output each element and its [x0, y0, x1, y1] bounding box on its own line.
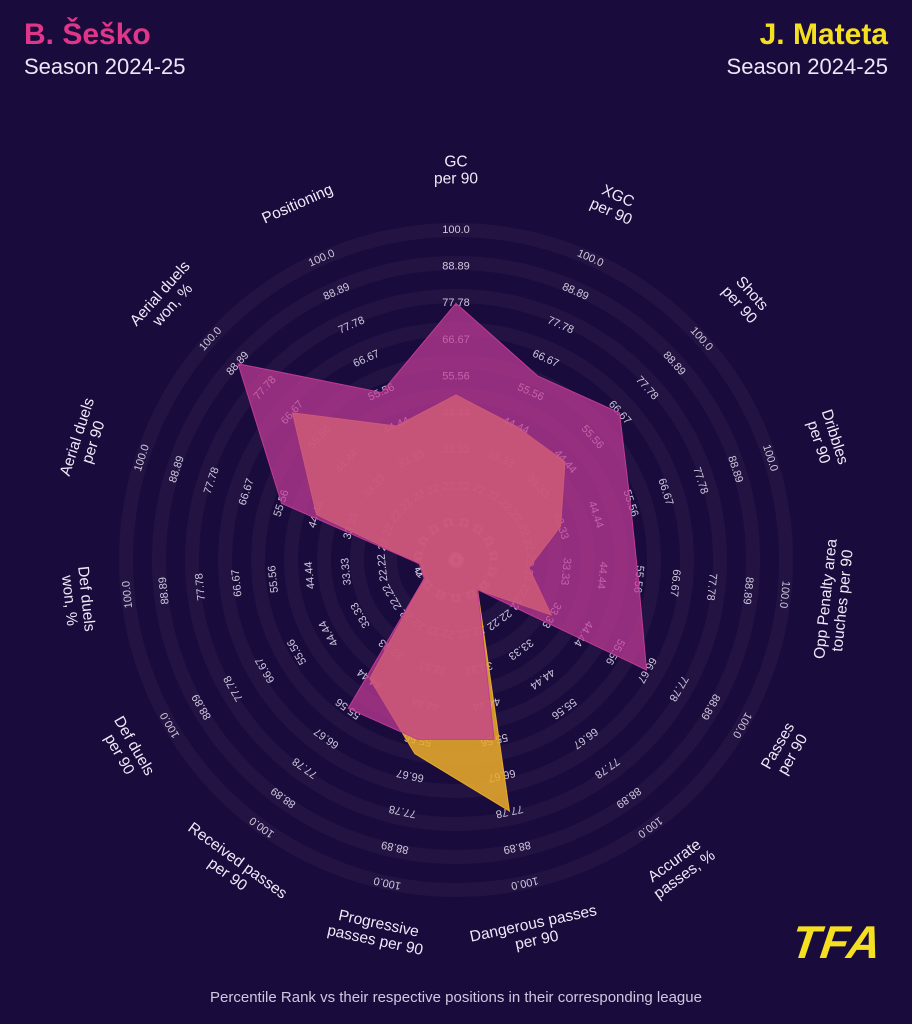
svg-text:100.0: 100.0 — [158, 710, 182, 740]
player-right-season: Season 2024-25 — [727, 54, 888, 80]
axis-label-positioning: Positioning — [259, 181, 335, 227]
axis-label-passes-per-90: Passesper 90 — [758, 720, 813, 781]
axis-label-xgc-per-90: XGCper 90 — [587, 180, 641, 229]
svg-text:100.0: 100.0 — [510, 874, 539, 891]
player-right-name: J. Mateta — [727, 18, 888, 52]
radar-chart-svg: 0.011.1122.2233.3344.4455.5666.6777.7888… — [0, 0, 912, 1024]
axis-label-accurate-passes-: Accuratepasses, % — [641, 833, 719, 903]
axis-label-opp-penalty-area-touches-per-90: Opp Penalty areatouches per 90 — [811, 538, 857, 662]
svg-text:100.0: 100.0 — [730, 710, 754, 740]
chart-container: B. Šeško Season 2024-25 J. Mateta Season… — [0, 0, 912, 1024]
svg-text:100.0: 100.0 — [373, 874, 402, 891]
player-left-season: Season 2024-25 — [24, 54, 185, 80]
axis-label-dribbles-per-90: Dribblesper 90 — [801, 407, 851, 472]
axis-label-shots-per-90: Shotsper 90 — [718, 272, 773, 328]
axis-label-dangerous-passes-per-90: Dangerous passesper 90 — [468, 902, 602, 962]
player-right-header: J. Mateta Season 2024-25 — [727, 18, 888, 80]
axis-label-aerial-duels-won-: Aerial duelswon, % — [127, 258, 207, 341]
tfa-logo: TFA — [788, 915, 885, 969]
player-left-header: B. Šeško Season 2024-25 — [24, 18, 185, 80]
axis-label-aerial-duels-per-90: Aerial duelsper 90 — [57, 396, 114, 484]
player-left-name: B. Šeško — [24, 18, 185, 52]
axis-label-def-duels-per-90: Def duelsper 90 — [95, 713, 157, 787]
axis-label-def-duels-won-: Def duelswon, % — [57, 565, 98, 634]
axis-label-gc-per-90: GC per 90 — [434, 154, 478, 188]
axis-label-progressive-passes-per-90: Progressivepasses per 90 — [326, 905, 429, 959]
footer-caption: Percentile Rank vs their respective posi… — [0, 989, 912, 1006]
